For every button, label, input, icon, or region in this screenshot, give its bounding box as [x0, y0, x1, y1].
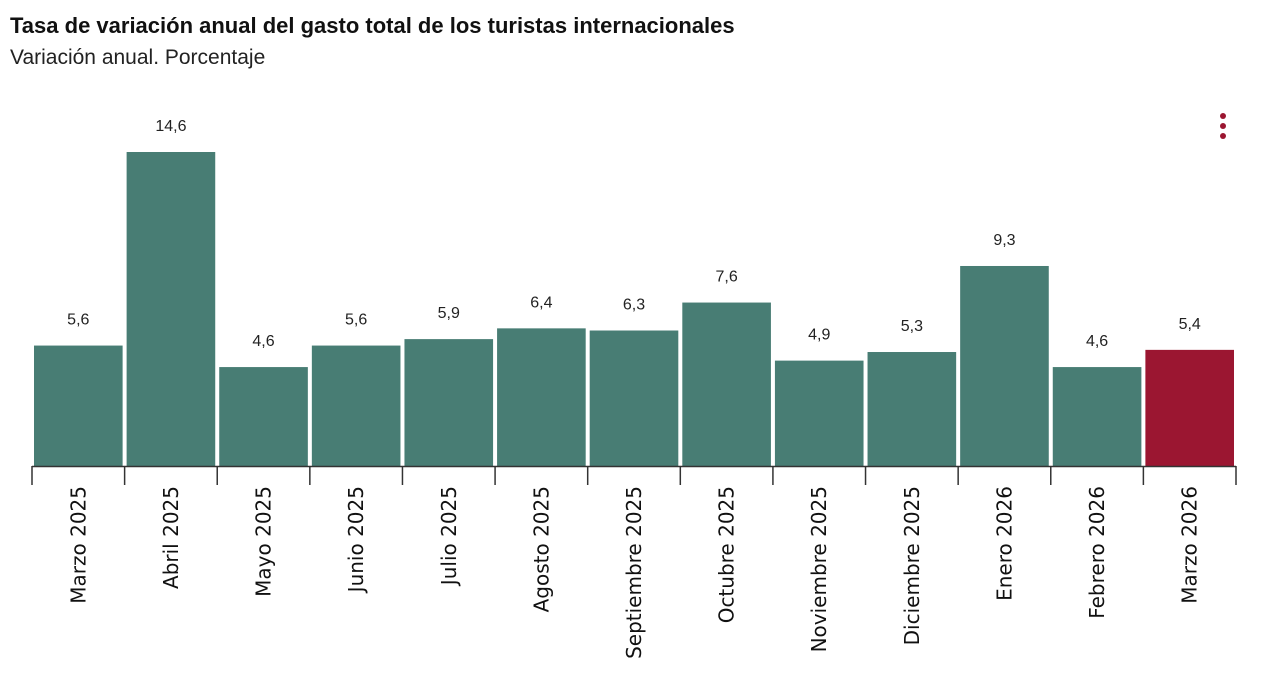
bar-6[interactable] [497, 328, 586, 466]
x-tick-label: Octubre 2025 [715, 486, 739, 623]
x-tick-label: Diciembre 2025 [900, 486, 924, 645]
bar-4[interactable] [311, 345, 401, 466]
chart-subtitle: Variación anual. Porcentaje [10, 46, 266, 69]
value-label: 4,6 [252, 333, 274, 350]
x-tick-label: Marzo 2025 [66, 486, 90, 604]
x-tick-label: Agosto 2025 [529, 486, 553, 612]
value-label: 5,3 [901, 318, 923, 335]
value-label: 7,6 [715, 269, 737, 286]
value-label: 14,6 [155, 118, 186, 135]
bar-7[interactable] [589, 330, 679, 466]
bar-13[interactable] [1145, 349, 1234, 466]
bar-11[interactable] [960, 265, 1049, 466]
x-tick-label: Julio 2025 [437, 486, 461, 587]
value-label: 5,9 [438, 305, 460, 322]
value-label: 9,3 [993, 232, 1015, 249]
chart-title: Tasa de variación anual del gasto total … [10, 13, 735, 38]
value-label: 6,4 [530, 294, 552, 311]
bar-3[interactable] [219, 367, 308, 466]
value-label: 5,6 [345, 312, 367, 329]
bar-12[interactable] [1052, 367, 1142, 466]
x-tick-label: Enero 2026 [992, 486, 1016, 601]
bar-2[interactable] [126, 152, 216, 466]
bar-10[interactable] [867, 352, 957, 466]
x-tick-label: Abril 2025 [159, 486, 183, 589]
x-tick-label: Febrero 2026 [1085, 486, 1109, 619]
value-label: 5,6 [67, 312, 89, 329]
x-tick-label: Mayo 2025 [252, 486, 276, 597]
bar-1[interactable] [34, 345, 123, 466]
bar-8[interactable] [682, 302, 771, 466]
more-vertical-icon[interactable] [1216, 113, 1230, 139]
x-tick-label: Junio 2025 [344, 486, 368, 594]
value-label: 6,3 [623, 297, 645, 314]
value-label: 4,9 [808, 327, 830, 344]
value-label: 4,6 [1086, 333, 1108, 350]
x-tick-label: Septiembre 2025 [622, 486, 646, 659]
x-tick-label: Noviembre 2025 [807, 486, 831, 652]
x-tick-label: Marzo 2026 [1178, 486, 1202, 604]
value-label: 5,4 [1179, 316, 1201, 333]
bar-5[interactable] [404, 339, 494, 466]
bar-9[interactable] [774, 360, 864, 466]
